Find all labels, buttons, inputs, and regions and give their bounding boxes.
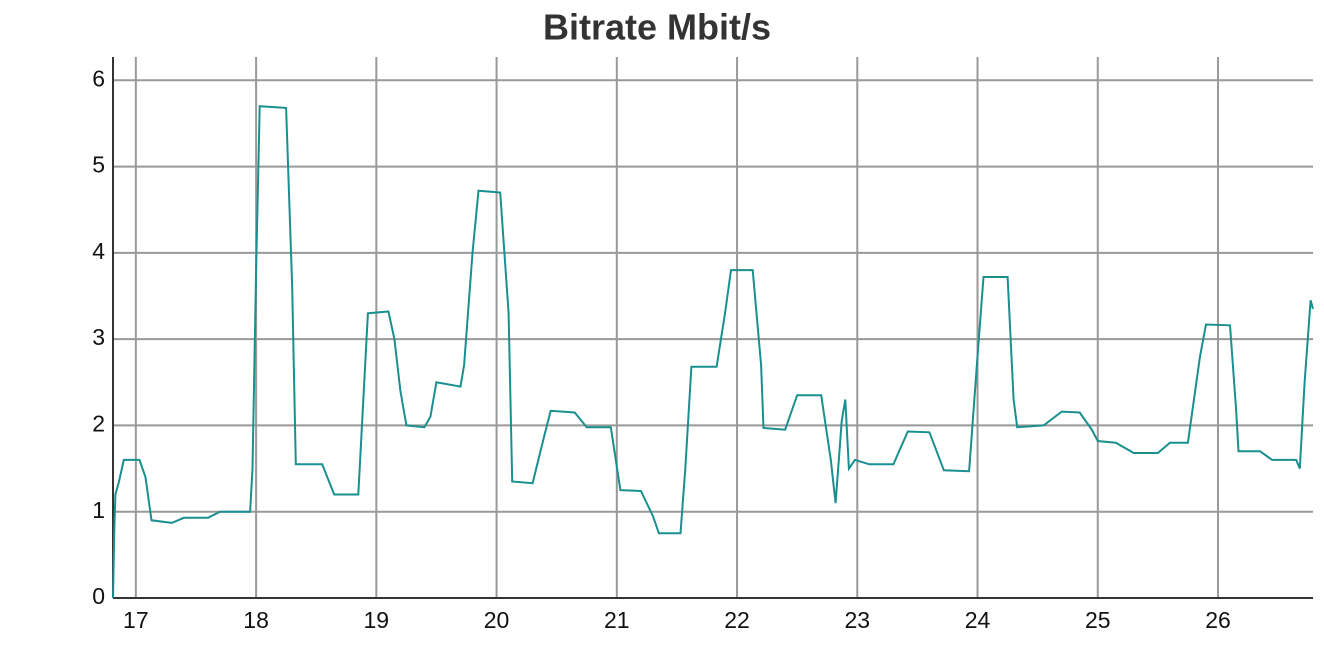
x-tick-label: 17 — [123, 607, 149, 633]
x-tick-label: 19 — [364, 607, 390, 633]
y-tick-label: 5 — [92, 152, 105, 178]
x-tick-label: 24 — [965, 607, 991, 633]
y-tick-label: 2 — [92, 411, 105, 437]
x-tick-label: 21 — [604, 607, 630, 633]
y-tick-label: 3 — [92, 324, 105, 350]
x-tick-label: 23 — [844, 607, 870, 633]
line-series — [112, 105, 1314, 599]
y-tick-label: 6 — [92, 65, 105, 91]
chart-title: Bitrate Mbit/s — [543, 7, 771, 48]
x-tick-label: 22 — [724, 607, 750, 633]
x-tick-label: 20 — [484, 607, 510, 633]
y-tick-label: 4 — [92, 238, 105, 264]
y-tick-label: 1 — [92, 497, 105, 523]
x-tick-label: 25 — [1085, 607, 1111, 633]
y-tick-label: 0 — [92, 583, 105, 609]
x-tick-label: 18 — [243, 607, 269, 633]
x-tick-label: 26 — [1205, 607, 1231, 633]
